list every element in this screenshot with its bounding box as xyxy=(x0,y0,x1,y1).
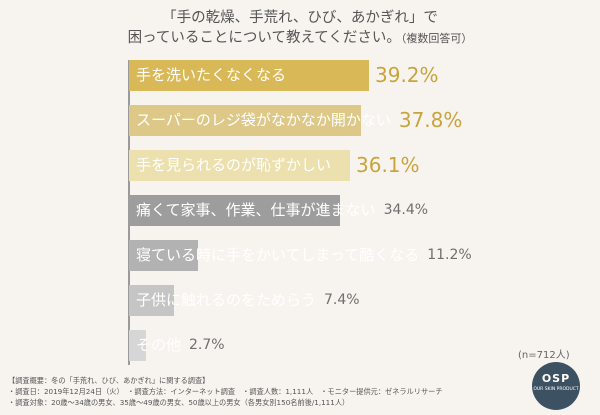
bar xyxy=(129,330,146,361)
bar xyxy=(129,105,361,136)
osp-logo: OSP OUR SKIN PRODUCT xyxy=(532,362,580,410)
bar-value-label: 37.8% xyxy=(398,108,463,132)
title-line-2: 困っていることについて教えてください。（複数回答可） xyxy=(0,28,600,49)
bar-label: その他 xyxy=(136,336,182,354)
bar-label: 痛くて家事、作業、仕事が進まない xyxy=(136,201,376,219)
bar-label: 子供に触れるのをためらう xyxy=(136,291,317,309)
survey-notes: 【調査概要：冬の「手荒れ、ひび、あかぎれ」に関する調査】 ・調査日：2019年1… xyxy=(8,375,443,408)
title-line-1: 「手の乾燥、手荒れ、ひび、あかぎれ」で xyxy=(162,10,438,26)
survey-note-line: 【調査概要：冬の「手荒れ、ひび、あかぎれ」に関する調査】 xyxy=(8,376,210,385)
bar-value-label: 34.4% xyxy=(383,202,429,218)
chart-title: 「手の乾燥、手荒れ、ひび、あかぎれ」で 困っていることについて教えてください。（… xyxy=(0,8,600,49)
survey-note-line: ・調査日：2019年12月24日（火） ・調査方法：インターネット調査 ・調査人… xyxy=(8,387,443,396)
bar-value-label: 36.1% xyxy=(356,153,420,177)
bar-label: 手を見られるのが恥ずかしい xyxy=(136,156,332,174)
bar-value-label: 7.4% xyxy=(324,292,360,308)
bar-value-label: 11.2% xyxy=(427,247,472,263)
logo-text: OSP xyxy=(541,372,571,385)
bar-value-label: 39.2% xyxy=(375,63,439,87)
bar-label: 寝ている時に手をかいてしまって酷くなる xyxy=(136,246,420,264)
sample-size-note: (n=712人) xyxy=(518,350,570,361)
bar xyxy=(129,240,198,271)
bar xyxy=(129,60,369,91)
title-line-2-main: 困っていることについて教えてください。 xyxy=(127,30,401,46)
survey-note-line: ・調査対象：20歳～34歳の男女、35歳～49歳の男女、50歳以上の男女（各男女… xyxy=(8,398,350,407)
bar-label: 手を洗いたくなくなる xyxy=(136,66,287,84)
bar xyxy=(129,195,340,226)
bar xyxy=(129,285,174,316)
title-line-2-sub: （複数回答可） xyxy=(400,32,473,45)
bar xyxy=(129,150,350,181)
logo-tagline: OUR SKIN PRODUCT xyxy=(533,387,579,392)
bar-label: スーパーのレジ袋がなかなか開かない xyxy=(136,111,391,129)
bar-value-label: 2.7% xyxy=(189,337,225,353)
